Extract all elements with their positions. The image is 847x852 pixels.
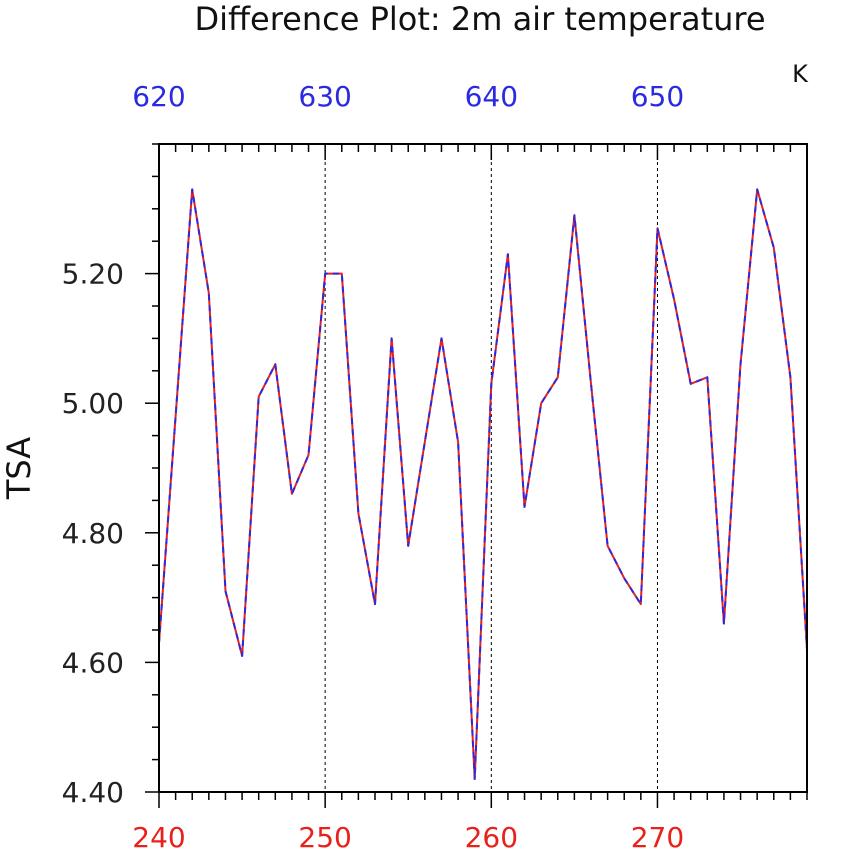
y-tick-label: 4.40 — [62, 776, 124, 809]
top-tick-label: 620 — [132, 80, 185, 113]
units-label: K — [792, 60, 809, 88]
bottom-tick-label: 270 — [631, 821, 684, 852]
y-tick-label: 5.20 — [62, 258, 124, 291]
series-group — [158, 188, 808, 780]
grid-lines — [324, 144, 658, 792]
y-tick-label: 4.60 — [62, 646, 124, 679]
y-tick-label: 5.00 — [62, 387, 124, 420]
y-axis: 4.40 4.60 4.80 5.00 5.20 — [62, 143, 159, 809]
top-tick-label: 650 — [631, 80, 684, 113]
series-line-bottom — [158, 188, 808, 780]
bottom-tick-label: 260 — [465, 821, 518, 852]
bottom-x-axis: 240 250 260 270 — [132, 792, 808, 852]
y-axis-label: TSA — [0, 437, 38, 500]
bottom-tick-label: 250 — [298, 821, 351, 852]
bottom-tick-label: 240 — [132, 821, 185, 852]
chart-title: Difference Plot: 2m air temperature — [194, 0, 765, 38]
top-tick-label: 630 — [298, 80, 351, 113]
top-tick-label: 640 — [465, 80, 518, 113]
series-line-top — [158, 188, 808, 780]
y-tick-label: 4.80 — [62, 517, 124, 550]
plot-frame — [158, 143, 808, 793]
top-x-axis: 620 630 640 650 — [132, 80, 808, 160]
